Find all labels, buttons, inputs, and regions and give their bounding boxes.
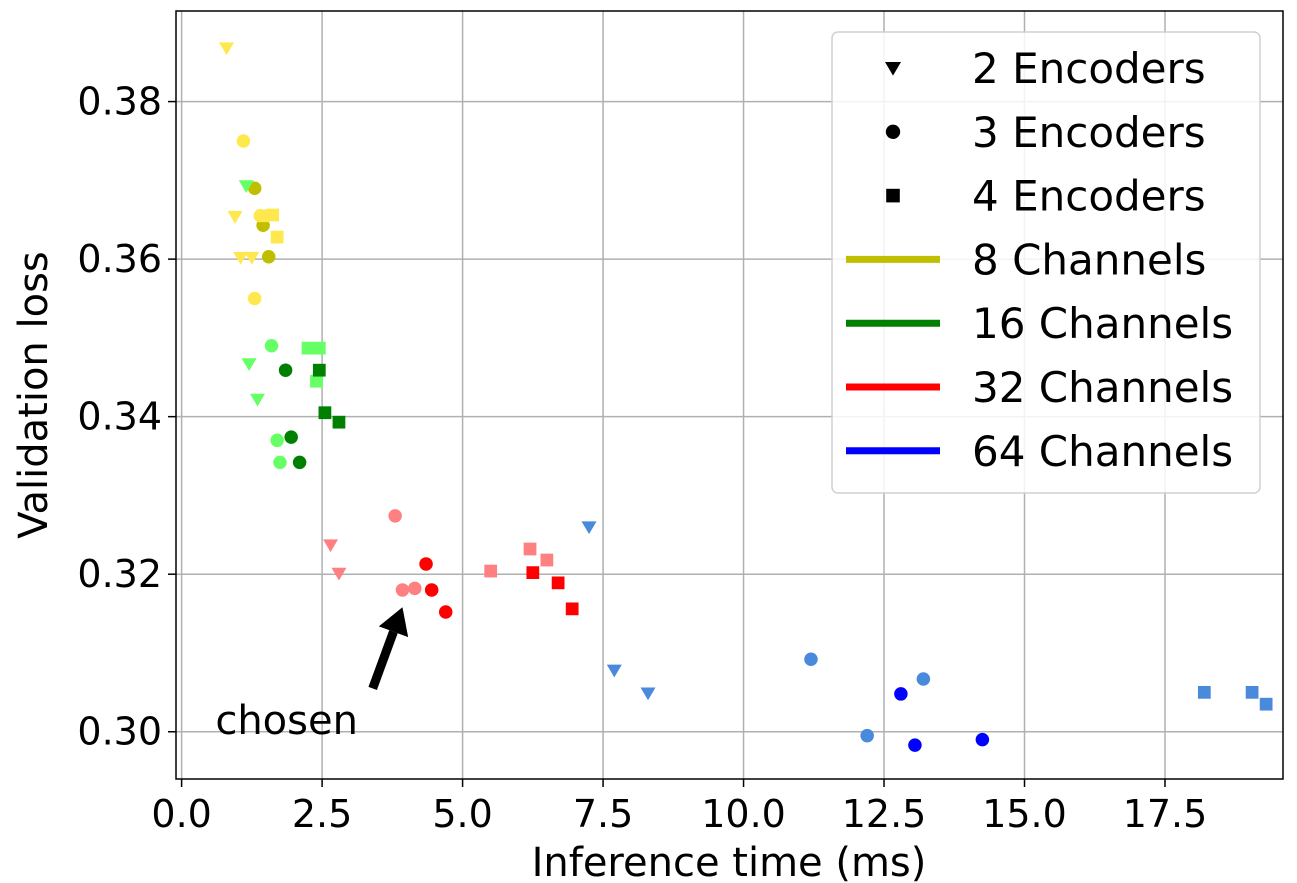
x-tick-label: 2.5 bbox=[292, 792, 352, 836]
data-point-16ch-3enc bbox=[292, 455, 307, 470]
data-point-32ch-4enc bbox=[551, 576, 565, 590]
x-axis-label: Inference time (ms) bbox=[532, 840, 927, 883]
data-point-16ch-3enc bbox=[278, 363, 293, 377]
data-point-32ch-3enc bbox=[419, 557, 433, 571]
legend-label: 16 Channels bbox=[972, 299, 1233, 348]
x-tick-label: 5.0 bbox=[432, 792, 492, 836]
data-point-64ch-2enc bbox=[640, 687, 656, 701]
legend-marker-triangle-down bbox=[885, 62, 901, 76]
data-point-16ch-4enc bbox=[301, 341, 315, 355]
data-point-32ch-4enc bbox=[523, 542, 537, 556]
y-tick-label: 0.30 bbox=[77, 710, 162, 754]
data-point-8ch-3enc bbox=[247, 291, 262, 306]
data-point-64ch-2enc bbox=[581, 521, 597, 535]
data-point-8ch-2enc bbox=[244, 251, 260, 265]
data-point-32ch-4enc bbox=[484, 564, 498, 578]
data-point-32ch-4enc bbox=[565, 602, 579, 616]
data-point-8ch-4enc bbox=[270, 230, 284, 244]
x-tick-label: 0.0 bbox=[151, 792, 211, 836]
data-point-64ch-4enc bbox=[1259, 697, 1273, 711]
data-point-32ch-3enc bbox=[408, 581, 422, 596]
x-tick-label: 10.0 bbox=[701, 792, 786, 836]
data-point-16ch-3enc bbox=[264, 339, 279, 353]
legend: 2 Encoders 3 Encoders 4 Encoders 8 Channels… bbox=[831, 31, 1261, 494]
annotation-arrow-head bbox=[378, 607, 409, 638]
legend-marker-square bbox=[886, 188, 900, 203]
data-point-64ch-4enc bbox=[1245, 685, 1259, 699]
data-point-32ch-2enc bbox=[323, 539, 339, 553]
legend-label: 8 Channels bbox=[972, 235, 1206, 284]
data-point-64ch-3enc bbox=[894, 687, 908, 701]
data-point-32ch-3enc bbox=[438, 605, 453, 619]
y-tick-label: 0.34 bbox=[77, 395, 162, 439]
data-point-32ch-2enc bbox=[331, 567, 347, 581]
y-tick-label: 0.36 bbox=[77, 237, 162, 281]
data-point-64ch-3enc bbox=[916, 672, 931, 686]
data-point-16ch-2enc bbox=[238, 180, 254, 193]
data-point-64ch-3enc bbox=[975, 732, 990, 747]
legend-label: 2 Encoders bbox=[972, 44, 1206, 93]
y-axis-label: Validation loss bbox=[11, 251, 57, 539]
data-point-16ch-2enc bbox=[241, 358, 257, 372]
data-point-16ch-4enc bbox=[318, 406, 332, 420]
data-point-8ch-3enc bbox=[261, 250, 276, 264]
data-point-32ch-4enc bbox=[540, 553, 554, 567]
data-point-16ch-3enc bbox=[284, 430, 298, 444]
chosen-annotation: chosen bbox=[215, 607, 409, 744]
data-point-64ch-2enc bbox=[606, 664, 622, 678]
legend-label: 64 Channels bbox=[972, 427, 1233, 476]
legend-label: 3 Encoders bbox=[972, 108, 1206, 157]
y-tick-label: 0.32 bbox=[77, 552, 162, 596]
data-point-8ch-2enc bbox=[219, 42, 235, 56]
x-tick-label: 7.5 bbox=[573, 792, 633, 836]
axis-ticks: 0.0 2.5 5.0 7.5 10.0 12.5 15.0 17.5 0.30 0.32 0.34… bbox=[77, 80, 1207, 836]
data-point-32ch-3enc bbox=[395, 583, 410, 597]
plot-frame bbox=[175, 10, 1284, 780]
x-tick-label: 15.0 bbox=[982, 792, 1067, 836]
data-point-32ch-4enc bbox=[526, 566, 540, 579]
data-point-8ch-3enc bbox=[236, 134, 251, 148]
data-point-8ch-3enc bbox=[247, 181, 262, 195]
data-point-32ch-3enc bbox=[388, 509, 402, 523]
data-point-32ch-3enc bbox=[424, 583, 439, 597]
data-point-16ch-4enc bbox=[332, 415, 346, 429]
data-point-16ch-4enc bbox=[312, 341, 326, 355]
annotation-arrow-shaft bbox=[368, 630, 398, 690]
data-point-64ch-3enc bbox=[804, 652, 818, 667]
data-point-16ch-3enc bbox=[273, 455, 287, 470]
data-point-16ch-4enc bbox=[312, 363, 326, 377]
data-points bbox=[219, 42, 1273, 752]
data-point-16ch-2enc bbox=[249, 393, 265, 407]
data-point-16ch-3enc bbox=[270, 433, 284, 448]
x-tick-label: 17.5 bbox=[1123, 792, 1208, 836]
legend-box bbox=[831, 31, 1261, 494]
legend-label: 4 Encoders bbox=[972, 172, 1206, 221]
data-point-64ch-4enc bbox=[1197, 685, 1211, 699]
legend-marker-circle bbox=[885, 124, 901, 139]
legend-label: 32 Channels bbox=[972, 363, 1233, 412]
data-point-8ch-2enc bbox=[233, 251, 249, 265]
y-tick-label: 0.38 bbox=[77, 80, 162, 124]
data-point-16ch-4enc bbox=[310, 374, 323, 388]
data-point-8ch-2enc bbox=[227, 210, 243, 224]
data-point-64ch-3enc bbox=[860, 728, 874, 743]
data-point-64ch-3enc bbox=[908, 738, 922, 752]
data-point-8ch-4enc bbox=[266, 208, 280, 222]
x-tick-label: 12.5 bbox=[842, 792, 927, 836]
annotation-label: chosen bbox=[215, 698, 358, 744]
